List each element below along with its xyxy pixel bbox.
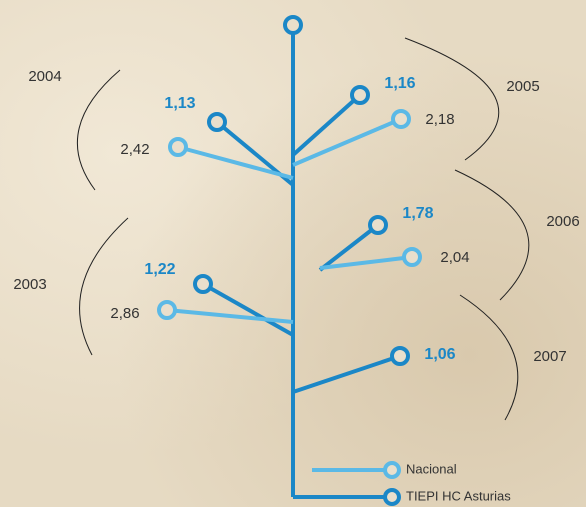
year-label: 2003 — [13, 276, 46, 293]
value-label: 2,86 — [110, 305, 139, 322]
year-label: 2004 — [28, 68, 61, 85]
year-arc — [79, 217, 129, 356]
value-node — [207, 112, 227, 132]
year-label: 2007 — [533, 348, 566, 365]
branch — [166, 308, 294, 324]
tree — [283, 15, 384, 499]
legend-label: TIEPI HC Asturias — [406, 488, 511, 503]
year-arc — [404, 37, 500, 161]
value-label: 1,13 — [164, 95, 195, 112]
year-arc — [454, 169, 530, 301]
year-arc — [459, 294, 519, 421]
value-node — [350, 85, 370, 105]
value-label: 1,16 — [384, 75, 415, 92]
value-node — [168, 137, 188, 157]
branch — [291, 93, 362, 157]
value-node — [402, 247, 422, 267]
value-label: 1,22 — [144, 261, 175, 278]
year-label: 2006 — [546, 213, 579, 230]
value-node — [157, 300, 177, 320]
branch — [318, 223, 380, 272]
value-label: 2,04 — [440, 249, 469, 266]
value-label: 1,78 — [402, 205, 433, 222]
value-node — [391, 109, 411, 129]
trunk-top — [283, 15, 303, 35]
legend-label: Nacional — [406, 461, 457, 476]
branch — [292, 117, 402, 167]
value-node — [368, 215, 388, 235]
branch — [202, 282, 294, 337]
value-label: 2,18 — [425, 111, 454, 128]
year-label: 2005 — [506, 78, 539, 95]
value-label: 2,42 — [120, 141, 149, 158]
value-node — [390, 346, 410, 366]
branch — [177, 145, 294, 180]
branch — [292, 354, 401, 394]
value-node — [193, 274, 213, 294]
value-label: 1,06 — [424, 346, 455, 363]
legend-marker — [383, 461, 401, 479]
branch — [319, 255, 413, 270]
legend-marker — [383, 488, 401, 506]
year-arc — [76, 69, 121, 191]
